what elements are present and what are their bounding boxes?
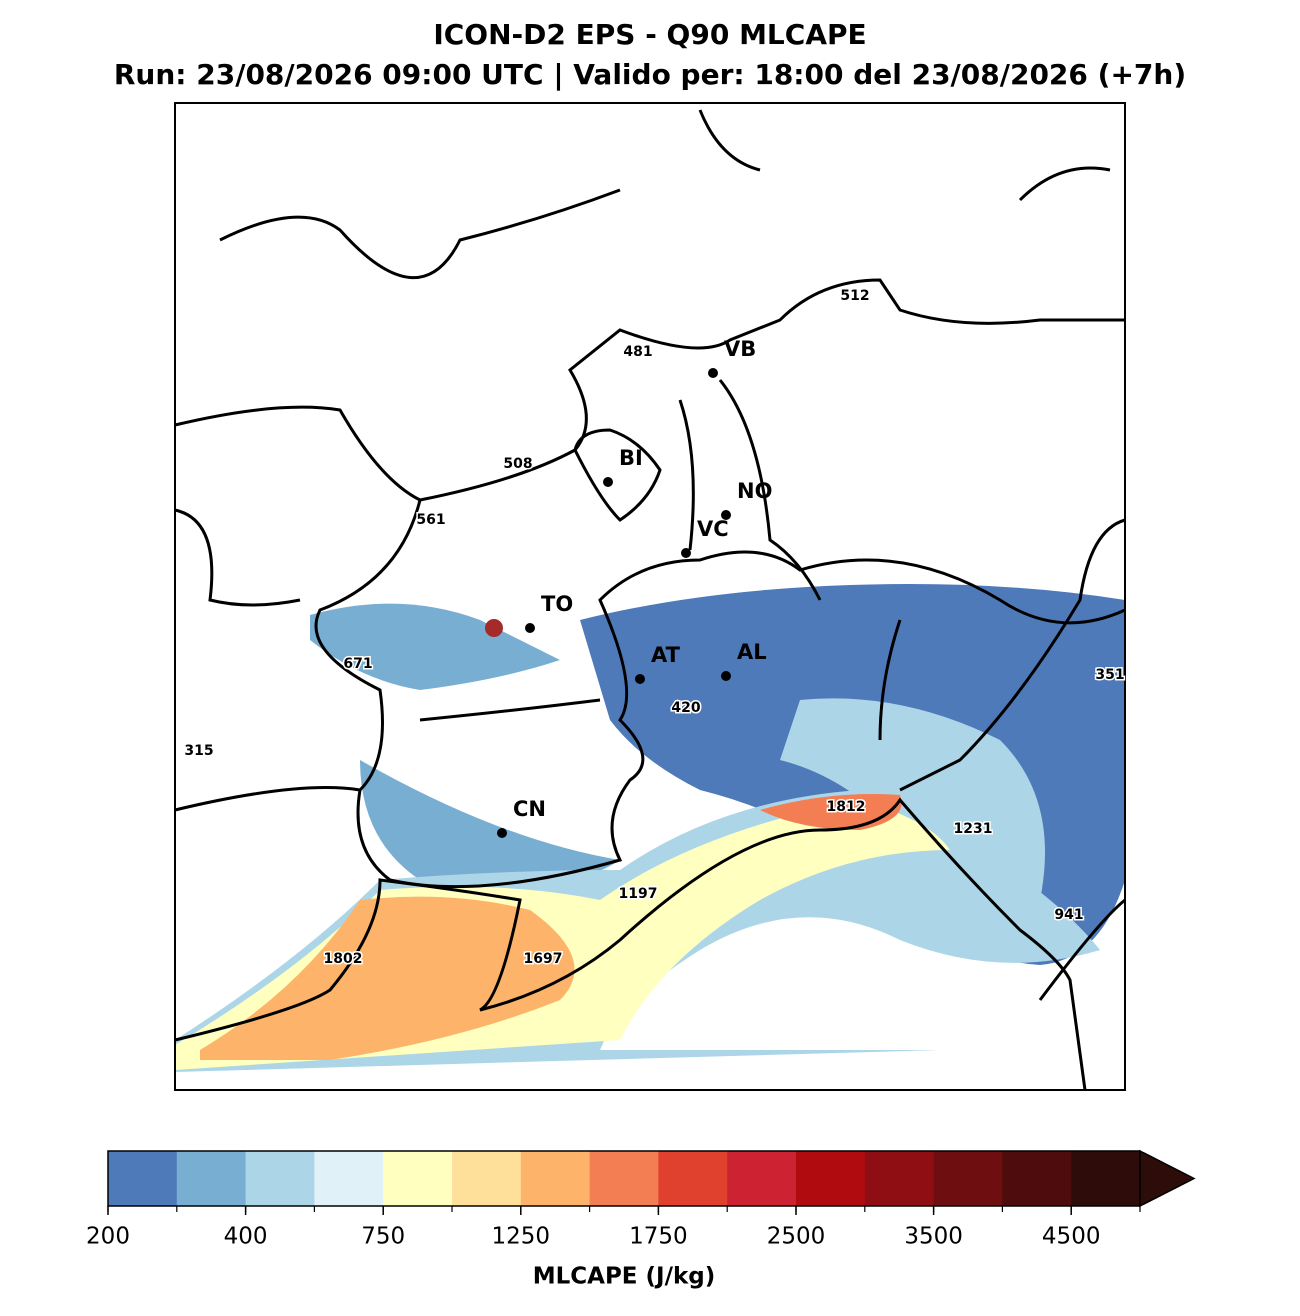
subtitle: Run: 23/08/2026 09:00 UTC | Valido per: … <box>114 58 1186 91</box>
city-label: CN <box>513 797 546 821</box>
map-frame <box>174 102 1126 1091</box>
city-label: AT <box>651 643 681 667</box>
colorbar-bin <box>1002 1151 1072 1206</box>
colorbar: 200 400 750 1250 1750 2500 3500 4500 <box>86 1149 1196 1250</box>
value-label: 1197 <box>619 886 658 902</box>
city-dot <box>497 828 507 838</box>
value-label: 671 <box>343 656 372 672</box>
city-label: VB <box>724 337 756 361</box>
city-label: VC <box>697 517 729 541</box>
value-label: 1802 <box>324 951 363 967</box>
cape-area <box>310 603 560 690</box>
value-label: 315 <box>184 743 213 759</box>
border <box>174 278 1125 502</box>
city-label: BI <box>619 446 643 470</box>
colorbar-bin <box>176 1151 247 1206</box>
city-dot <box>525 623 535 633</box>
colorbar-bin <box>108 1151 178 1206</box>
value-label: 561 <box>416 512 445 528</box>
colorbar-bin <box>383 1151 453 1206</box>
value-label: 351 <box>1095 667 1124 683</box>
cities: VB BI NO VC TO AT AL CN <box>497 337 772 838</box>
value-label: 1812 <box>827 799 866 815</box>
colorbar-tick-label: 400 <box>224 1224 268 1250</box>
colorbar-label: MLCAPE (J/kg) <box>533 1264 716 1290</box>
colorbar-bin <box>864 1151 935 1206</box>
cape-area <box>360 760 620 887</box>
city-label: NO <box>737 479 772 503</box>
colorbar-tick-label: 200 <box>86 1224 130 1250</box>
value-label: 1231 <box>954 821 993 837</box>
value-label: 508 <box>503 456 532 472</box>
value-label: 420 <box>671 700 700 716</box>
colorbar-tick-label: 1750 <box>629 1224 688 1250</box>
colorbar-extension <box>1139 1149 1196 1208</box>
city-label: AL <box>737 640 767 664</box>
sea <box>722 930 940 1050</box>
value-label: 481 <box>623 344 652 360</box>
colorbar-bin <box>520 1151 591 1206</box>
city-dot <box>603 477 613 487</box>
colorbar-tick-label: 4500 <box>1042 1224 1101 1250</box>
colorbar-tick-label: 3500 <box>904 1224 963 1250</box>
cape-area <box>760 794 902 830</box>
value-label: 941 <box>1054 907 1083 923</box>
location-marker <box>485 619 503 637</box>
city-dot <box>721 510 731 520</box>
city-dot <box>635 674 645 684</box>
value-annotations: 512 481 508 561 671 420 351 315 1812 123… <box>183 287 1126 969</box>
colorbar-bin <box>1071 1151 1141 1206</box>
colorbar-bin <box>796 1151 866 1206</box>
border <box>174 379 822 607</box>
city-label: TO <box>541 592 573 616</box>
map: VB BI NO VC TO AT AL CN 512 481 508 561 … <box>174 102 1126 1091</box>
value-label: 1697 <box>524 951 563 967</box>
cape-area <box>200 896 575 1060</box>
title: ICON-D2 EPS - Q90 MLCAPE <box>433 18 866 51</box>
city-dot <box>708 368 718 378</box>
colorbar-bin <box>727 1151 797 1206</box>
border <box>219 109 1126 1001</box>
colorbar-bin <box>314 1151 384 1206</box>
colorbar-bin <box>658 1151 728 1206</box>
colorbar-bin <box>245 1151 315 1206</box>
colorbar-tick-label: 2500 <box>767 1224 826 1250</box>
city-dot <box>721 671 731 681</box>
colorbar-bin <box>933 1151 1003 1206</box>
border <box>314 499 1126 889</box>
colorbar-tick-label: 750 <box>361 1224 405 1250</box>
border <box>174 786 1087 1091</box>
value-label: 512 <box>840 288 869 304</box>
colorbar-frame <box>107 1150 1141 1207</box>
city-dot <box>681 548 691 558</box>
colorbar-bin <box>452 1151 522 1206</box>
colorbar-bin <box>589 1151 659 1206</box>
colorbar-tick-label: 1250 <box>492 1224 551 1250</box>
